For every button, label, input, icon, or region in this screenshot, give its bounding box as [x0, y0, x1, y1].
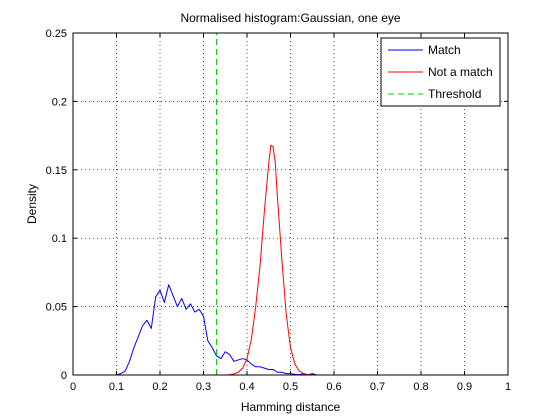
x-tick-label: 0.5: [283, 381, 298, 393]
y-tick-label: 0: [61, 370, 67, 382]
x-tick-label: 0.8: [413, 381, 428, 393]
x-tick-label: 0.6: [326, 381, 341, 393]
x-tick-label: 0.4: [239, 381, 254, 393]
x-axis-label: Hamming distance: [241, 400, 341, 414]
y-tick-label: 0.2: [52, 96, 67, 108]
series-layer: [73, 33, 508, 376]
y-tick-label: 0.15: [46, 165, 67, 177]
axis-ticks: [72, 32, 509, 376]
x-tick-label: 1: [505, 381, 511, 393]
y-tick-label: 0.25: [46, 28, 67, 40]
y-tick-label: 0.05: [46, 302, 67, 314]
axis-tick-labels: 0 0.1 0.2 0.3 0.4 0.5 0.6 0.7 0.8 0.9 1 0 0.05 0.1 0.1…: [46, 28, 511, 393]
legend-label: Threshold: [428, 87, 481, 101]
grid-lines: [73, 33, 508, 375]
x-tick-label: 0.9: [457, 381, 472, 393]
x-tick-label: 0.1: [109, 381, 124, 393]
x-tick-label: 0: [70, 381, 76, 393]
y-axis-label: Density: [25, 184, 39, 224]
legend: Match Not a match Threshold: [380, 37, 501, 107]
x-tick-label: 0.7: [370, 381, 385, 393]
legend-label: Not a match: [428, 65, 493, 79]
chart-title: Normalised histogram:Gaussian, one eye: [180, 11, 400, 25]
x-tick-label: 0.2: [152, 381, 167, 393]
legend-label: Match: [428, 43, 461, 57]
series-line-not-a-match: [73, 144, 508, 376]
y-tick-label: 0.1: [52, 233, 67, 245]
series-line-match: [73, 284, 508, 376]
x-tick-label: 0.3: [196, 381, 211, 393]
